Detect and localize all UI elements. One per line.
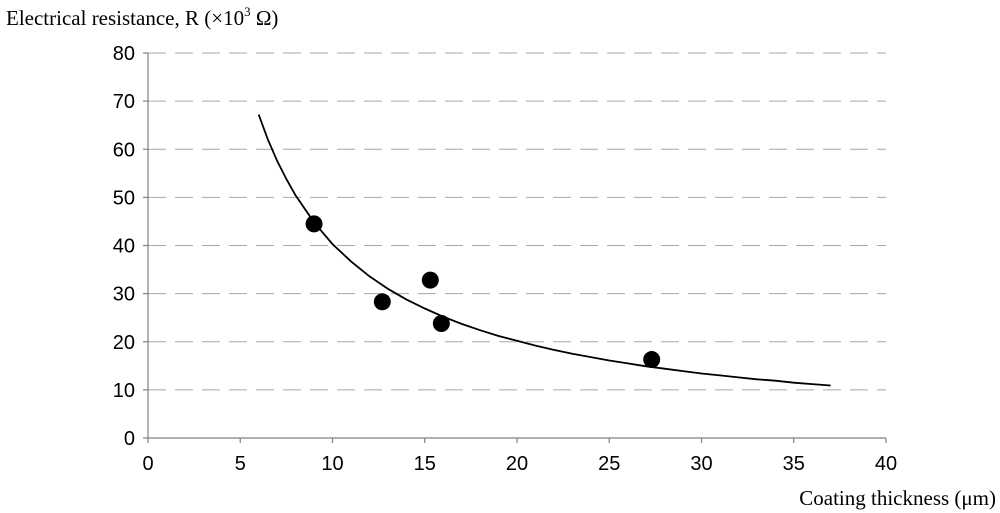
y-tick-label-20: 20 [113, 332, 135, 354]
x-tick-labels: 0 5 10 15 20 25 30 35 40 [142, 453, 897, 475]
y-tick-label-10: 10 [113, 380, 135, 402]
x-tick-label-5: 5 [235, 453, 246, 475]
data-point [643, 351, 661, 369]
data-point [373, 293, 391, 311]
data-point [432, 314, 450, 332]
fit-line [257, 114, 831, 387]
x-tick-label-10: 10 [321, 453, 343, 475]
x-tick-label-20: 20 [506, 453, 528, 475]
x-tick-label-30: 30 [690, 453, 712, 475]
fitted-curve [257, 114, 831, 387]
y-tick-label-70: 70 [113, 91, 135, 113]
x-tick-label-40: 40 [875, 453, 897, 475]
data-points [305, 215, 661, 369]
x-axis-label: Coating thickness (μm) [799, 486, 996, 510]
axes [143, 52, 887, 443]
y-tick-labels: 0 10 20 30 40 50 60 70 80 [113, 43, 135, 450]
x-tick-label-25: 25 [598, 453, 620, 475]
y-tick-label-50: 50 [113, 187, 135, 209]
y-tick-label-80: 80 [113, 43, 135, 65]
y-tick-label-40: 40 [113, 236, 135, 258]
y-tick-label-60: 60 [113, 139, 135, 161]
gridlines [148, 52, 886, 391]
x-tick-label-35: 35 [783, 453, 805, 475]
x-tick-label-15: 15 [414, 453, 436, 475]
data-point [421, 271, 439, 289]
y-tick-label-0: 0 [124, 428, 135, 450]
x-tick-label-0: 0 [142, 453, 153, 475]
data-point [305, 215, 323, 233]
y-axis-label: Electrical resistance, R (×103 Ω) [6, 4, 279, 30]
y-tick-label-30: 30 [113, 284, 135, 306]
